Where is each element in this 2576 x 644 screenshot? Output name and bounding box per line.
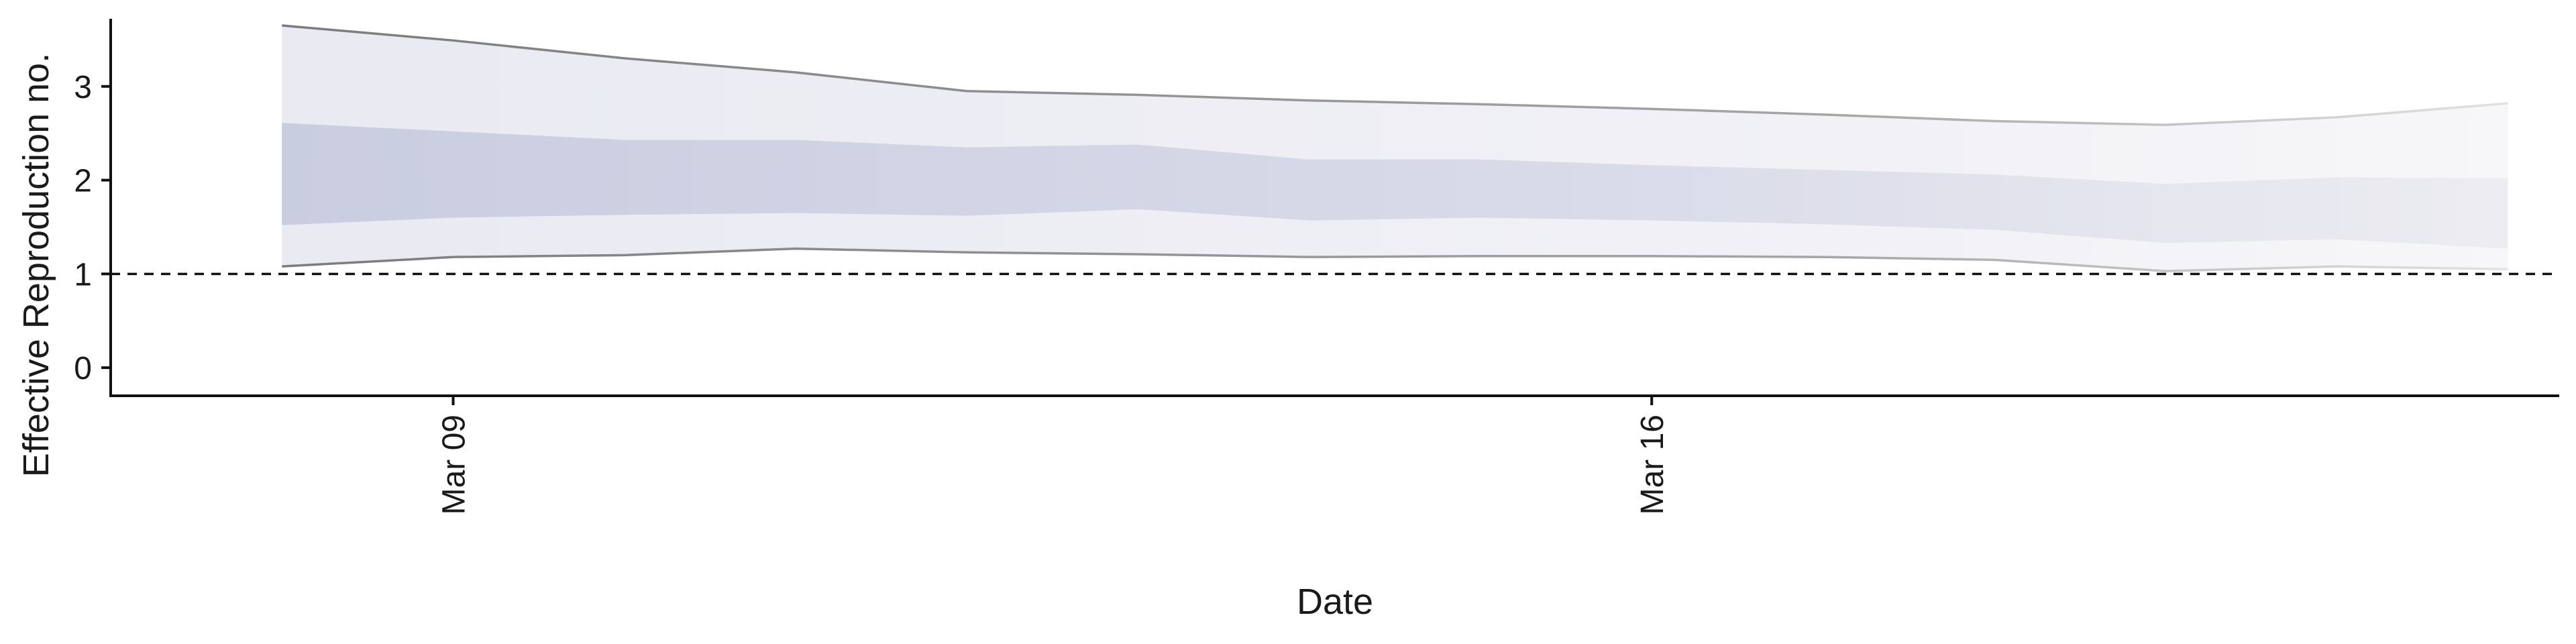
x-ticks: Mar 09 Mar 16 xyxy=(436,396,1670,515)
y-ticks: 0 1 2 3 xyxy=(74,70,111,386)
x-axis-label: Date xyxy=(1297,582,1373,622)
x-tick-label: Mar 16 xyxy=(1635,415,1670,515)
x-tick-label: Mar 09 xyxy=(436,415,472,515)
y-tick-label: 3 xyxy=(74,70,92,105)
y-tick-label: 2 xyxy=(74,164,92,199)
y-tick-label: 1 xyxy=(74,257,92,292)
ci-50-band xyxy=(282,123,2508,249)
x-axis: Mar 09 Mar 16 xyxy=(109,394,2559,515)
upper-90-line xyxy=(282,24,2508,126)
y-axis-label: Effective Reproduction no. xyxy=(16,53,56,477)
lower-90-line xyxy=(282,247,2508,272)
y-tick-label: 0 xyxy=(74,351,92,386)
plot-area xyxy=(111,24,2559,276)
y-axis: 0 1 2 3 xyxy=(74,19,112,396)
